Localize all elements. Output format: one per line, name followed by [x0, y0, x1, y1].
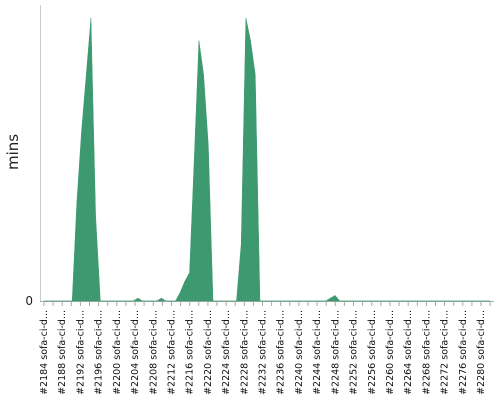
x-tick-label: #2196 sofa-ci-d...: [94, 310, 105, 395]
x-tick-label: #2248 sofa-ci-d...: [330, 310, 341, 395]
x-tick-label: #2276 sofa-ci-d...: [458, 310, 469, 395]
x-tick-label: #2228 sofa-ci-d...: [239, 310, 250, 395]
x-tick-label: #2268 sofa-ci-d...: [421, 310, 432, 395]
x-tick-label: #2200 sofa-ci-d...: [112, 310, 123, 395]
x-tick-label: #2272 sofa-ci-d...: [440, 310, 451, 395]
x-tick-label: #2220 sofa-ci-d...: [203, 310, 214, 395]
x-tick-label: #2280 sofa-ci-d...: [476, 310, 487, 395]
x-tick-label: #2204 sofa-ci-d...: [130, 310, 141, 395]
x-tick-label: #2192 sofa-ci-d...: [75, 310, 86, 395]
y-axis-label: mins: [4, 134, 22, 170]
x-tick-label: #2244 sofa-ci-d...: [312, 310, 323, 395]
x-tick-label: #2184 sofa-ci-d...: [39, 310, 50, 395]
x-tick-label: #2212 sofa-ci-d...: [167, 310, 178, 395]
x-tick-label: #2236 sofa-ci-d...: [276, 310, 287, 395]
x-axis-ticks: #2184 sofa-ci-d... #2188 sofa-ci-d... #219…: [39, 302, 491, 395]
x-tick-label: #2232 sofa-ci-d...: [258, 310, 269, 395]
y-tick-label-0: 0: [25, 294, 33, 308]
x-tick-label: #2264 sofa-ci-d...: [403, 310, 414, 395]
series-area: [44, 17, 490, 302]
x-tick-label: #2224 sofa-ci-d...: [221, 310, 232, 395]
x-tick-label: #2252 sofa-ci-d...: [349, 310, 360, 395]
x-tick-label: #2256 sofa-ci-d...: [367, 310, 378, 395]
x-tick-label: #2216 sofa-ci-d...: [185, 310, 196, 395]
x-tick-label: #2188 sofa-ci-d...: [57, 310, 68, 395]
x-tick-label: #2208 sofa-ci-d...: [148, 310, 159, 395]
x-tick-label: #2240 sofa-ci-d...: [294, 310, 305, 395]
x-tick-label: #2260 sofa-ci-d...: [385, 310, 396, 395]
